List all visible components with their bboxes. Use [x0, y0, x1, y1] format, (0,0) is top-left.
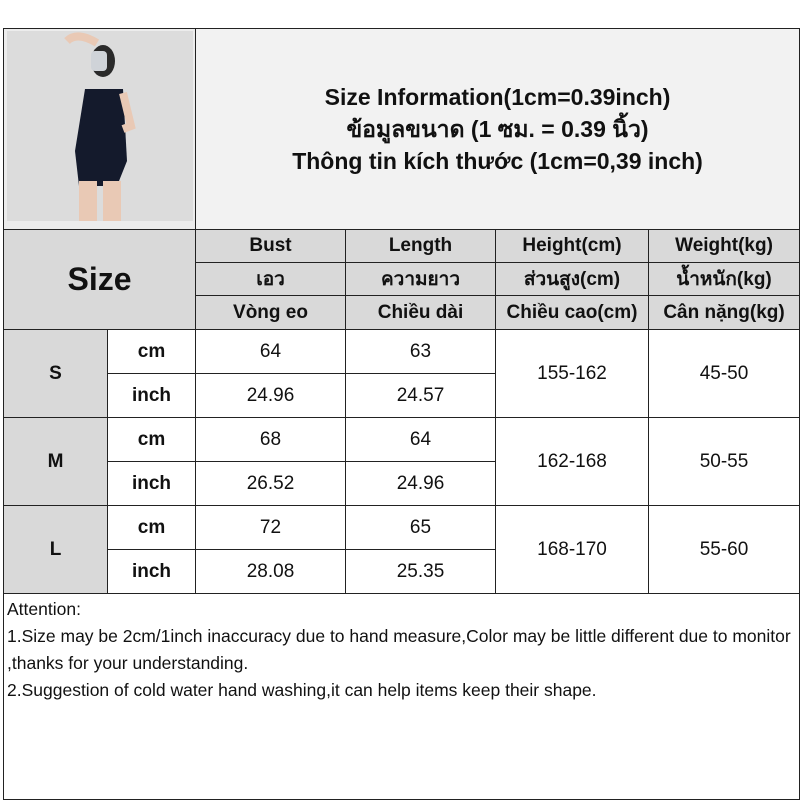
table-row: S cm 64 63 155-162 45-50 [3, 329, 800, 418]
header-length-thai: ความยาว [345, 262, 496, 296]
unit-inch: inch [107, 373, 196, 418]
weight-value: 50-55 [647, 417, 800, 506]
height-value: 162-168 [495, 417, 649, 506]
attention-heading: Attention: [7, 599, 81, 619]
unit-cm: cm [107, 505, 196, 550]
size-l: L [3, 505, 108, 594]
length-value: 65 [345, 505, 496, 550]
length-value: 24.96 [345, 461, 496, 506]
bust-value: 68 [195, 417, 346, 462]
bust-value: 64 [195, 329, 346, 374]
size-chart-table: Size Information(1cm=0.39inch) ข้อมูลขนา… [2, 28, 800, 800]
header-weight: Weight(kg) [647, 229, 800, 263]
height-value: 168-170 [495, 505, 649, 594]
unit-inch: inch [107, 461, 196, 506]
header-bust-thai: เอว [195, 262, 346, 296]
length-value: 25.35 [345, 549, 496, 594]
table-row: M cm 68 64 162-168 50-55 [3, 417, 800, 506]
header-bust: Bust [195, 229, 346, 263]
attention-line: 1.Size may be 2cm/1inch inaccuracy due t… [7, 626, 791, 673]
header-height: Height(cm) [495, 229, 649, 263]
size-m: M [3, 417, 108, 506]
size-header: Size [3, 229, 196, 330]
length-value: 64 [345, 417, 496, 462]
bust-value: 24.96 [195, 373, 346, 418]
title-vietnamese: Thông tin kích thước (1cm=0,39 inch) [292, 148, 703, 174]
header-length-vi: Chiều dài [345, 295, 496, 330]
bust-value: 26.52 [195, 461, 346, 506]
header-weight-vi: Cân nặng(kg) [647, 295, 800, 330]
bust-value: 72 [195, 505, 346, 550]
header-bust-vi: Vòng eo [195, 295, 346, 330]
height-value: 155-162 [495, 329, 649, 418]
title-english: Size Information(1cm=0.39inch) [324, 84, 671, 110]
attention-line: 2.Suggestion of cold water hand washing,… [7, 680, 597, 700]
attention-notes: Attention: 1.Size may be 2cm/1inch inacc… [2, 593, 800, 800]
table-row: L cm 72 65 168-170 55-60 [3, 505, 800, 594]
title-thai: ข้อมูลขนาด (1 ซม. = 0.39 นิ้ว) [346, 116, 649, 142]
header-height-thai: ส่วนสูง(cm) [495, 262, 649, 296]
weight-value: 55-60 [647, 505, 800, 594]
table-row: inch 26.52 24.96 [4, 461, 800, 506]
size-s: S [3, 329, 108, 418]
product-photo [3, 28, 196, 230]
unit-inch: inch [107, 549, 196, 594]
model-image [6, 31, 193, 221]
header-height-vi: Chiều cao(cm) [495, 295, 649, 330]
unit-cm: cm [107, 417, 196, 462]
size-information-title: Size Information(1cm=0.39inch) ข้อมูลขนา… [194, 28, 800, 230]
header-weight-thai: น้ำหนัก(kg) [647, 262, 800, 296]
unit-cm: cm [107, 329, 196, 374]
table-row: inch 28.08 25.35 [4, 549, 800, 594]
length-value: 63 [345, 329, 496, 374]
bust-value: 28.08 [195, 549, 346, 594]
header-length: Length [345, 229, 496, 263]
weight-value: 45-50 [647, 329, 800, 418]
length-value: 24.57 [345, 373, 496, 418]
